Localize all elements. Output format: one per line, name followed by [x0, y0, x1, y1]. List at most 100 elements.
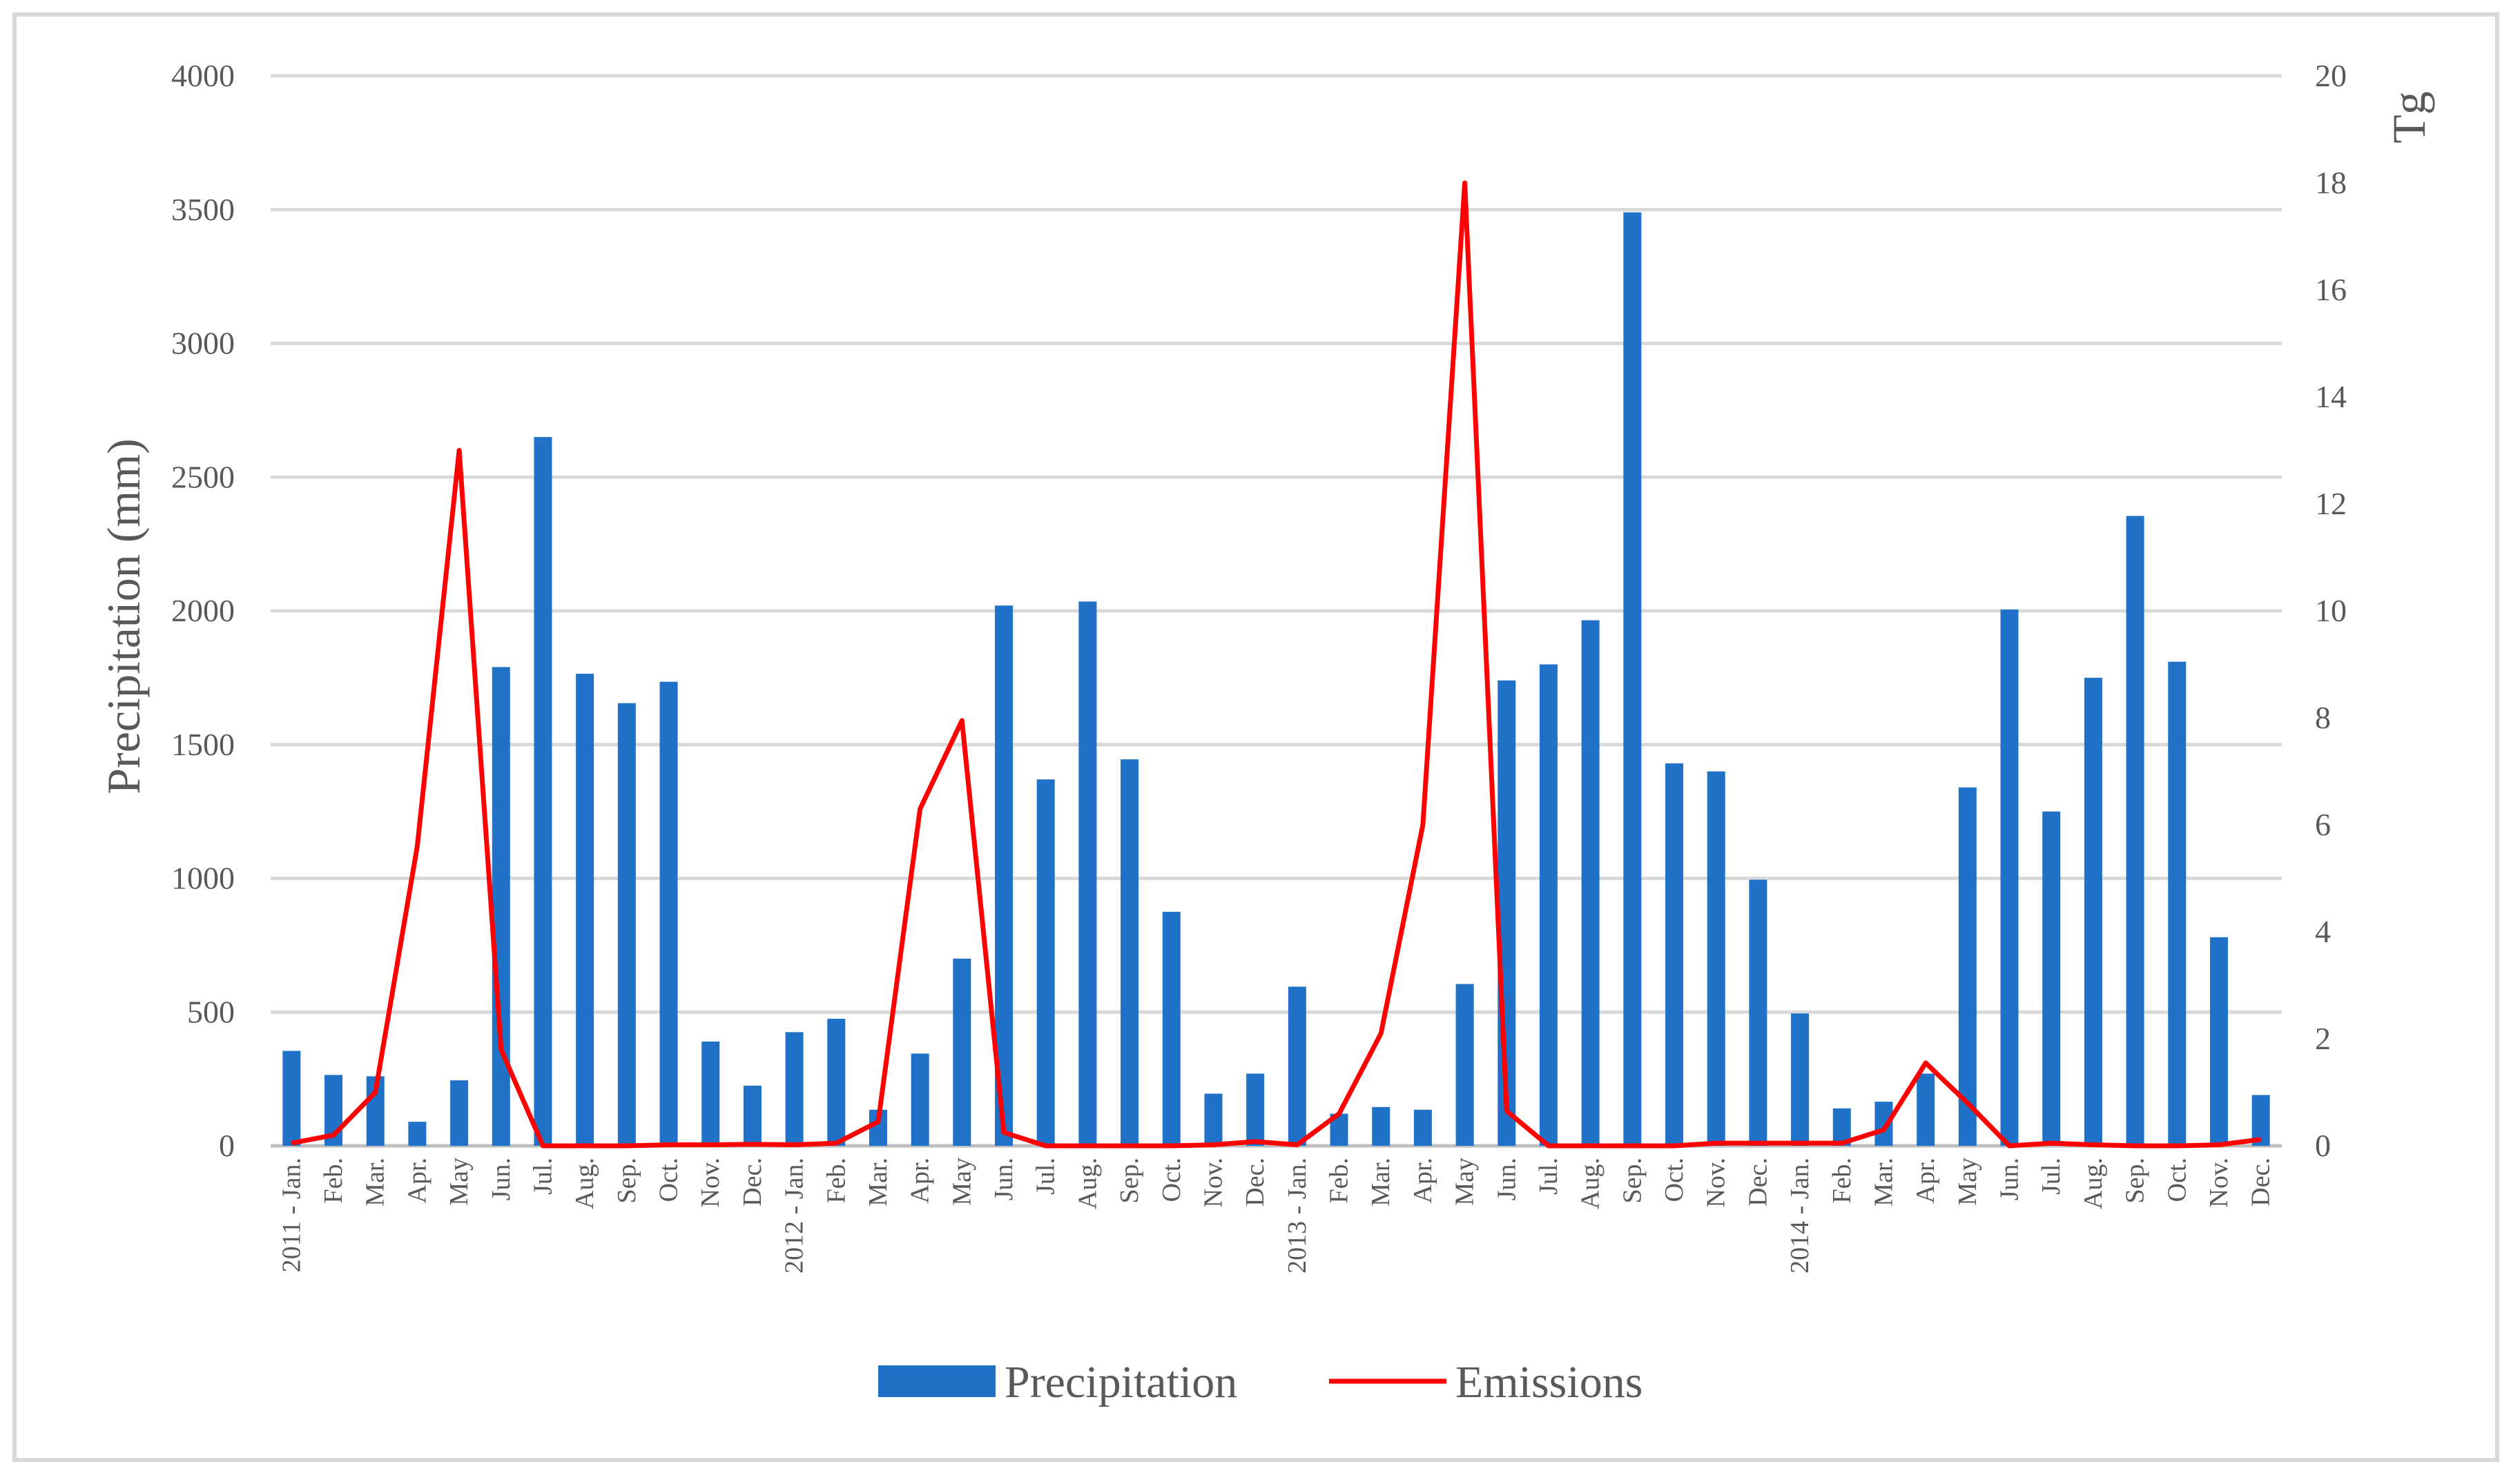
- emissions-point: [1967, 1102, 1968, 1104]
- precipitation-bar: [2000, 610, 2019, 1146]
- emissions-point: [2009, 1145, 2010, 1147]
- precipitation-bar: [785, 1032, 804, 1146]
- right-tick-label: 16: [2315, 272, 2347, 307]
- precipitation-bar: [1665, 763, 1684, 1146]
- precipitation-bar: [911, 1053, 929, 1146]
- precipitation-bar: [282, 1051, 301, 1146]
- legend: Precipitation Emissions: [878, 1357, 1642, 1407]
- right-tick-label: 18: [2315, 165, 2347, 200]
- emissions-point: [1841, 1142, 1843, 1144]
- x-tick-label: Sep.: [612, 1158, 641, 1204]
- precipitation-bar: [1372, 1106, 1390, 1146]
- precipitation-bar: [450, 1080, 469, 1146]
- emissions-point: [2260, 1139, 2262, 1140]
- precipitation-bar: [1623, 212, 1642, 1146]
- right-tick-label: 2: [2315, 1021, 2331, 1056]
- emissions-point: [1171, 1145, 1172, 1147]
- x-tick-label: Sep.: [2121, 1158, 2150, 1204]
- x-tick-label: Jul.: [1534, 1158, 1563, 1195]
- right-tick-label: 14: [2315, 379, 2347, 414]
- precipitation-bar: [2251, 1095, 2270, 1146]
- precipitation-bar: [1246, 1073, 1265, 1146]
- precipitation-bar: [1162, 911, 1181, 1146]
- emissions-point: [458, 450, 460, 451]
- precipitation-bar: [1078, 601, 1097, 1146]
- right-tick-label: 8: [2315, 700, 2331, 735]
- x-tick-label: Dec.: [2247, 1158, 2276, 1207]
- precipitation-bar: [1288, 986, 1306, 1146]
- x-tick-label: 2012 - Jan.: [780, 1158, 809, 1274]
- precipitation-bar: [1455, 984, 1474, 1146]
- precipitation-bar: [1958, 787, 1977, 1146]
- precipitation-bar: [576, 674, 594, 1146]
- x-tick-label: Apr.: [906, 1158, 935, 1204]
- x-tick-label: May: [1953, 1158, 1982, 1206]
- emissions-point: [1212, 1144, 1214, 1145]
- x-tick-label: Oct.: [1660, 1158, 1689, 1202]
- x-tick-label: Dec.: [1241, 1158, 1270, 1207]
- precipitation-bar: [1917, 1073, 1935, 1146]
- x-tick-label: Aug.: [1576, 1158, 1605, 1209]
- emissions-point: [626, 1145, 628, 1147]
- x-tick-label: Sep.: [1115, 1158, 1144, 1204]
- legend-precipitation-label: Precipitation: [1005, 1357, 1237, 1407]
- precipitation-bar: [2168, 661, 2187, 1146]
- right-tick-label: 20: [2315, 58, 2347, 93]
- precipitation-bar: [1749, 879, 1767, 1146]
- emissions-point: [1799, 1142, 1801, 1144]
- precipitation-bar: [534, 437, 552, 1146]
- x-tick-label: Oct.: [2162, 1158, 2191, 1202]
- x-tick-label: Aug.: [2079, 1158, 2108, 1209]
- emissions-point: [794, 1144, 795, 1145]
- right-tick-label: 6: [2315, 807, 2331, 842]
- x-tick-label: Mar.: [1870, 1158, 1899, 1207]
- x-tick-label: May: [445, 1158, 474, 1206]
- x-tick-label: Sep.: [1618, 1158, 1647, 1204]
- precipitation-bar: [1036, 779, 1055, 1146]
- precipitation-bar: [1791, 1013, 1810, 1146]
- precipitation-bar: [2084, 677, 2102, 1146]
- x-tick-label: Feb.: [319, 1158, 348, 1204]
- emissions-point: [835, 1142, 837, 1144]
- precipitation-bar: [1539, 664, 1558, 1146]
- x-tick-label: Oct.: [1157, 1158, 1186, 1202]
- x-tick-label: Nov.: [696, 1158, 725, 1207]
- x-tick-label: May: [947, 1158, 976, 1206]
- left-tick-label: 1500: [171, 727, 235, 762]
- x-tick-label: Jul.: [1031, 1158, 1060, 1195]
- emissions-point: [668, 1144, 670, 1145]
- right-tick-label: 4: [2315, 914, 2331, 949]
- left-tick-label: 2500: [171, 459, 235, 494]
- right-tick-label: 10: [2315, 593, 2347, 628]
- emissions-point: [375, 1092, 376, 1093]
- x-tick-label: Aug.: [570, 1158, 599, 1209]
- left-tick-label: 1000: [171, 861, 235, 896]
- emissions-series-line: [291, 180, 2262, 1149]
- precipitation-bar: [659, 681, 678, 1146]
- left-tick-label: 0: [219, 1128, 235, 1163]
- right-tick-label: 0: [2315, 1128, 2331, 1163]
- precipitation-bar: [617, 703, 636, 1146]
- x-tick-label: Jun.: [1492, 1158, 1521, 1200]
- precipitation-bar: [2209, 937, 2228, 1146]
- x-tick-label: Nov.: [2204, 1158, 2233, 1207]
- emissions-point: [416, 846, 418, 847]
- precipitation-bar: [1707, 771, 1725, 1146]
- x-tick-label: 2011 - Jan.: [277, 1158, 306, 1272]
- x-tick-label: Jun.: [989, 1158, 1018, 1200]
- x-tick-label: Mar.: [1366, 1158, 1395, 1207]
- precipitation-bar: [827, 1018, 846, 1146]
- left-axis-title: Precipitation (mm): [97, 438, 150, 794]
- emissions-point: [1674, 1145, 1675, 1147]
- x-tick-label: Feb.: [1325, 1158, 1354, 1204]
- emissions-point: [1380, 1033, 1382, 1034]
- emissions-point: [1422, 824, 1424, 826]
- precipitation-bar: [1581, 620, 1600, 1146]
- x-tick-label: Dec.: [1743, 1158, 1772, 1207]
- precipitation-bar: [1204, 1093, 1223, 1146]
- emissions-point: [2051, 1142, 2052, 1144]
- emissions-point: [1087, 1145, 1088, 1147]
- x-tick-label: Feb.: [822, 1158, 851, 1204]
- x-tick-label: Mar.: [361, 1158, 390, 1207]
